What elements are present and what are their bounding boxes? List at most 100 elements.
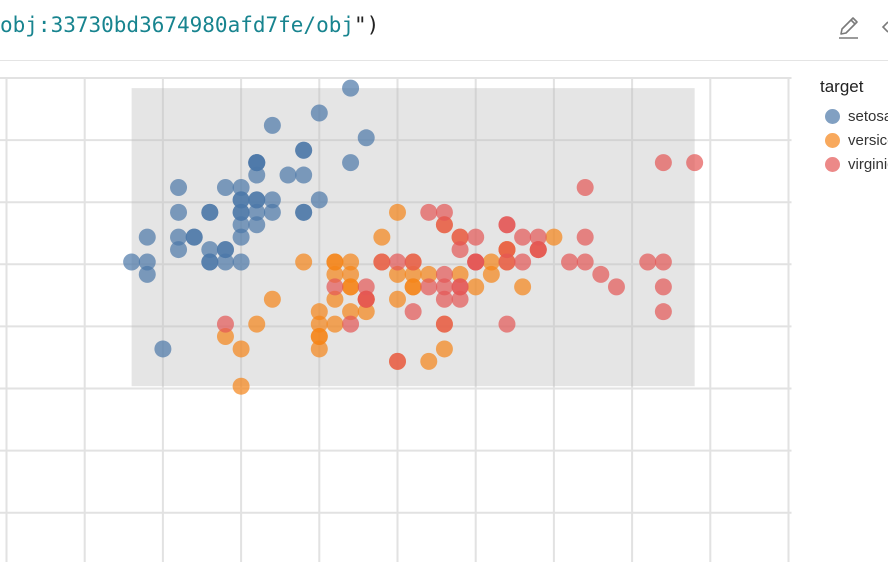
data-point-versicolor	[310, 340, 328, 358]
data-point-setosa	[170, 178, 188, 196]
data-point-virginica	[451, 241, 469, 259]
data-point-virginica	[451, 228, 469, 246]
data-point-virginica	[607, 278, 625, 296]
data-point-setosa	[216, 241, 234, 259]
legend-swatch	[825, 156, 840, 172]
data-point-setosa	[248, 203, 266, 221]
data-point-virginica	[435, 203, 453, 221]
header-divider	[0, 60, 888, 61]
data-point-virginica	[529, 228, 547, 246]
data-point-setosa	[201, 203, 219, 221]
data-point-versicolor	[342, 253, 360, 271]
data-point-virginica	[498, 216, 516, 234]
data-point-virginica	[435, 216, 453, 234]
data-point-setosa	[170, 241, 188, 259]
code-tail-text: ")	[354, 13, 380, 37]
data-point-virginica	[498, 315, 516, 333]
data-point-setosa	[216, 178, 234, 196]
data-point-setosa	[185, 228, 203, 246]
data-point-virginica	[357, 278, 375, 296]
data-point-setosa	[170, 228, 188, 246]
data-point-versicolor	[514, 278, 532, 296]
data-point-setosa	[138, 228, 156, 246]
data-point-virginica	[451, 278, 469, 296]
data-point-virginica	[514, 228, 532, 246]
pencil-icon	[839, 17, 858, 39]
data-point-versicolor	[482, 265, 500, 283]
data-point-versicolor	[326, 265, 344, 283]
data-point-versicolor	[232, 340, 250, 358]
data-point-virginica	[467, 253, 485, 271]
object-id-text: obj:33730bd3674980afd7fe/obj	[0, 13, 355, 37]
data-point-virginica	[435, 265, 453, 283]
data-point-setosa	[123, 253, 141, 271]
data-point-versicolor	[232, 377, 250, 395]
data-point-versicolor	[263, 290, 281, 308]
data-point-versicolor	[404, 278, 422, 296]
data-point-versicolor	[404, 265, 422, 283]
data-point-virginica	[498, 241, 516, 259]
data-point-virginica	[435, 278, 453, 296]
data-point-versicolor	[373, 228, 391, 246]
chart-legend: target setosa versicolor virginica	[820, 77, 888, 176]
data-point-setosa	[342, 79, 360, 97]
data-point-setosa	[357, 129, 375, 147]
data-point-virginica	[561, 253, 579, 271]
data-point-virginica	[389, 352, 406, 370]
data-point-versicolor	[420, 352, 438, 370]
data-point-virginica	[357, 290, 375, 308]
data-point-virginica	[592, 265, 610, 283]
data-point-virginica	[498, 253, 516, 271]
data-point-setosa	[279, 166, 297, 184]
data-point-versicolor	[216, 328, 234, 346]
data-point-versicolor	[342, 303, 360, 321]
scatter-chart	[0, 77, 792, 562]
data-point-setosa	[232, 253, 250, 271]
data-point-setosa	[310, 104, 328, 122]
data-point-setosa	[201, 241, 219, 259]
legend-label: virginica	[848, 155, 888, 173]
data-point-virginica	[420, 203, 438, 221]
data-point-virginica	[389, 253, 406, 271]
data-point-virginica	[342, 315, 360, 333]
legend-title: target	[820, 77, 864, 96]
data-point-virginica	[654, 303, 672, 321]
data-point-versicolor	[295, 253, 313, 271]
data-point-setosa	[232, 191, 250, 209]
data-point-virginica	[576, 228, 594, 246]
data-point-versicolor	[310, 328, 328, 346]
legend-label: versicolor	[848, 131, 888, 149]
overflow-icon	[881, 21, 888, 33]
more-button[interactable]	[878, 14, 888, 40]
data-point-setosa	[295, 141, 313, 159]
data-point-virginica	[404, 303, 422, 321]
edit-button[interactable]	[836, 14, 860, 40]
data-point-setosa	[248, 154, 266, 172]
data-point-setosa	[232, 203, 250, 221]
data-point-versicolor	[467, 278, 485, 296]
data-point-virginica	[373, 253, 391, 271]
data-point-versicolor	[326, 290, 344, 308]
data-point-virginica	[514, 253, 532, 271]
legend-item-versicolor: versicolor	[820, 128, 888, 152]
data-point-versicolor	[326, 315, 344, 333]
legend-item-setosa: setosa	[820, 104, 888, 128]
data-point-versicolor	[435, 340, 453, 358]
data-point-virginica	[576, 178, 594, 196]
data-point-versicolor	[451, 265, 469, 283]
legend-swatch	[825, 108, 840, 124]
data-point-setosa	[170, 203, 188, 221]
data-point-setosa	[232, 216, 250, 234]
data-point-setosa	[138, 265, 156, 283]
data-point-setosa	[154, 340, 172, 358]
data-point-versicolor	[326, 253, 344, 271]
data-point-virginica	[654, 154, 672, 172]
data-point-versicolor	[357, 303, 375, 321]
data-point-setosa	[216, 253, 234, 271]
data-point-virginica	[686, 154, 704, 172]
data-point-setosa	[310, 191, 328, 209]
data-point-setosa	[232, 178, 250, 196]
data-point-versicolor	[342, 278, 360, 296]
data-point-versicolor	[389, 203, 406, 221]
highlight-box	[131, 88, 695, 387]
